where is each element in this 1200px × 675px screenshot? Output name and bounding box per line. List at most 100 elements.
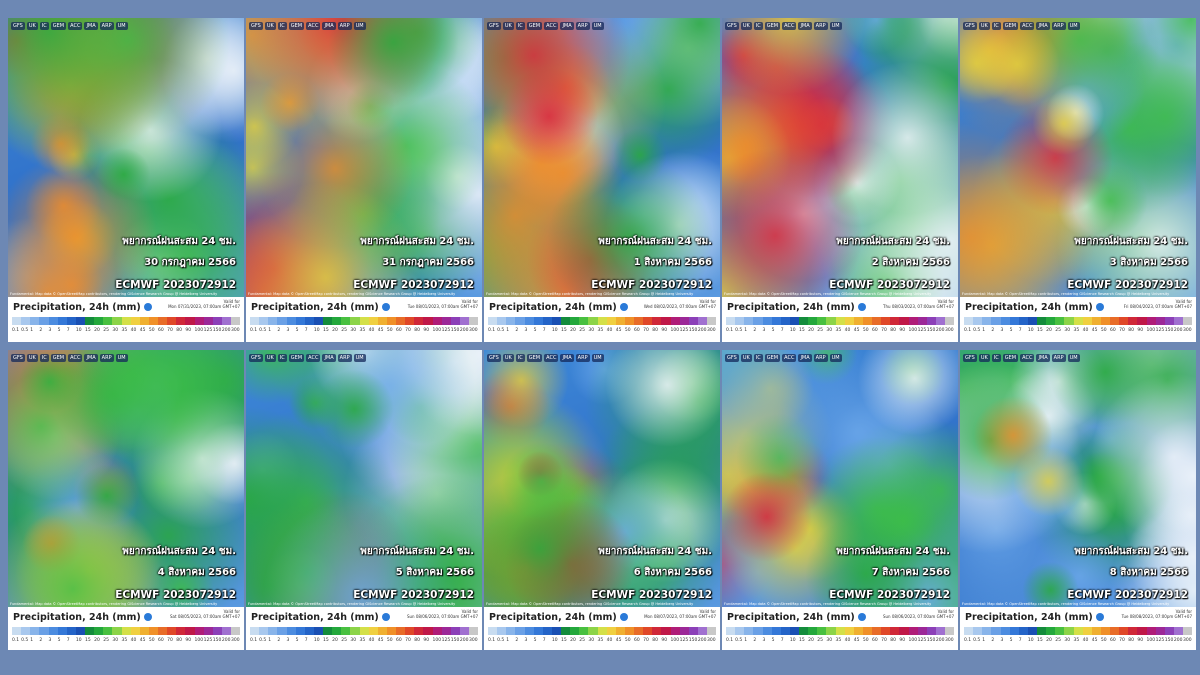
model-button[interactable]: ACC [544,22,559,30]
model-button[interactable]: GFS [249,354,263,362]
model-button[interactable]: ARP [813,22,828,30]
model-button[interactable]: GEM [288,22,305,30]
model-button[interactable]: GEM [288,354,305,362]
model-button[interactable]: ACC [544,354,559,362]
model-button[interactable]: ACC [782,22,797,30]
model-button[interactable]: ACC [1020,22,1035,30]
model-button[interactable]: ARP [337,354,352,362]
info-icon[interactable] [381,303,390,311]
model-button[interactable]: UK [502,22,514,30]
model-button[interactable]: UK [740,22,752,30]
model-button[interactable]: ACC [1020,354,1035,362]
model-button[interactable]: JMA [322,354,336,362]
model-button[interactable]: UK [264,354,276,362]
model-button[interactable]: GEM [1002,354,1019,362]
info-icon[interactable] [619,303,628,311]
model-button[interactable]: JMA [84,22,98,30]
model-button[interactable]: IC [515,22,525,30]
model-button[interactable]: UM [1067,22,1080,30]
model-button[interactable]: JMA [1036,22,1050,30]
model-button[interactable]: GFS [963,22,977,30]
model-button[interactable]: GEM [526,22,543,30]
model-button[interactable]: UM [591,354,604,362]
model-button[interactable]: ARP [575,354,590,362]
model-button[interactable]: ARP [575,22,590,30]
scale-label: 150 [212,638,222,643]
model-button[interactable]: IC [991,22,1001,30]
model-button[interactable]: UK [978,354,990,362]
model-button[interactable]: UM [1067,354,1080,362]
info-icon[interactable] [143,613,152,621]
model-button[interactable]: GFS [725,22,739,30]
scale-label: 25 [341,638,347,643]
model-button[interactable]: UK [26,354,38,362]
model-button[interactable]: IC [991,354,1001,362]
model-button[interactable]: GFS [963,354,977,362]
model-button[interactable]: IC [753,22,763,30]
model-button[interactable]: IC [277,22,287,30]
model-button[interactable]: GFS [725,354,739,362]
model-button[interactable]: ARP [1051,354,1066,362]
color-swatch [844,627,854,635]
model-button[interactable]: UM [829,22,842,30]
model-button[interactable]: JMA [84,354,98,362]
attribution: Fundamental: Map data © OpenStreetMap co… [486,292,694,296]
model-button[interactable]: JMA [1036,354,1050,362]
model-button[interactable]: IC [277,354,287,362]
info-icon[interactable] [143,303,152,311]
model-button[interactable]: UM [115,354,128,362]
model-button[interactable]: IC [39,22,49,30]
model-button[interactable]: GEM [50,354,67,362]
model-button[interactable]: GFS [11,354,25,362]
model-button[interactable]: JMA [560,354,574,362]
model-button[interactable]: GFS [487,22,501,30]
model-button[interactable]: GEM [764,22,781,30]
model-button[interactable]: GEM [50,22,67,30]
model-button[interactable]: UK [264,22,276,30]
model-button[interactable]: GEM [526,354,543,362]
model-button[interactable]: ACC [68,22,83,30]
model-button[interactable]: UM [353,22,366,30]
model-button[interactable]: GEM [1002,22,1019,30]
model-button[interactable]: ARP [1051,22,1066,30]
model-button[interactable]: UK [740,354,752,362]
model-button[interactable]: UM [353,354,366,362]
model-button[interactable]: ARP [99,22,114,30]
model-button[interactable]: ACC [306,354,321,362]
model-button[interactable]: JMA [798,354,812,362]
info-icon[interactable] [1095,613,1104,621]
model-button[interactable]: UM [829,354,842,362]
model-button[interactable]: ACC [68,354,83,362]
model-button[interactable]: GEM [764,354,781,362]
model-button[interactable]: ACC [306,22,321,30]
info-icon[interactable] [857,613,866,621]
info-icon[interactable] [1095,303,1104,311]
color-swatch [350,317,360,325]
scale-label: 100 [432,638,442,643]
model-button[interactable]: GFS [249,22,263,30]
model-button[interactable]: JMA [322,22,336,30]
model-button[interactable]: UM [591,22,604,30]
info-icon[interactable] [381,613,390,621]
info-icon[interactable] [857,303,866,311]
model-button[interactable]: UK [978,22,990,30]
model-button[interactable]: GFS [487,354,501,362]
model-button[interactable]: JMA [798,22,812,30]
model-button[interactable]: ARP [337,22,352,30]
model-button[interactable]: IC [753,354,763,362]
precipitation-map: GFS UK IC GEM ACC JMA ARP UM พยากรณ์ฝนสะสม 24 ชม… [484,350,720,607]
model-button[interactable]: IC [515,354,525,362]
model-button[interactable]: UM [115,22,128,30]
model-button[interactable]: UK [26,22,38,30]
model-button[interactable]: JMA [560,22,574,30]
color-swatch [917,317,927,325]
legend: Precipitation, 24h (mm) Valid for Sat 08/0… [8,607,244,650]
model-button[interactable]: GFS [11,22,25,30]
model-button[interactable]: ARP [99,354,114,362]
model-button[interactable]: ARP [813,354,828,362]
info-icon[interactable] [619,613,628,621]
model-button[interactable]: UK [502,354,514,362]
model-button[interactable]: IC [39,354,49,362]
color-swatch [643,627,653,635]
model-button[interactable]: ACC [782,354,797,362]
